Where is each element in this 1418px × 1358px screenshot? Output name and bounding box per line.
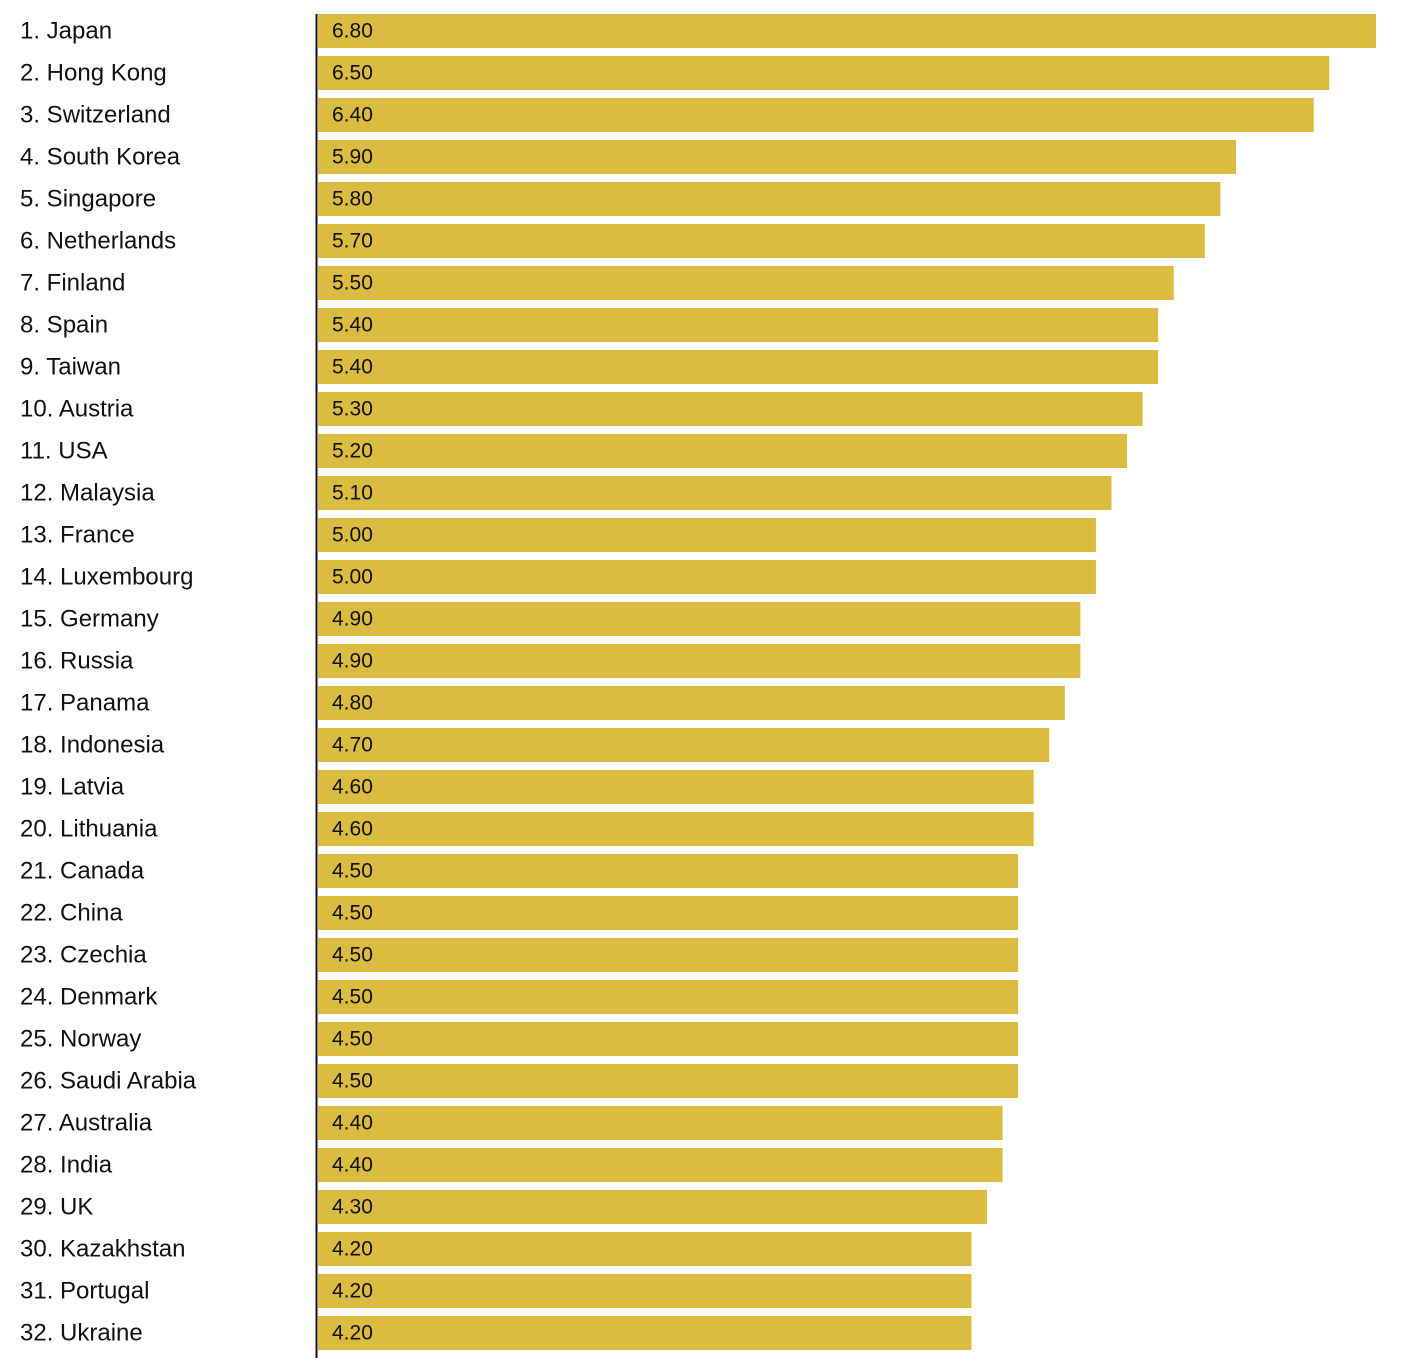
bar xyxy=(318,224,1205,258)
value-label: 5.00 xyxy=(332,524,373,547)
category-label: 27. Australia xyxy=(20,1109,153,1136)
category-label: 20. Lithuania xyxy=(20,815,158,842)
value-label: 4.20 xyxy=(332,1238,373,1261)
value-label: 4.60 xyxy=(332,818,373,841)
value-label: 4.90 xyxy=(332,608,373,631)
value-label: 5.10 xyxy=(332,482,373,505)
bar xyxy=(318,140,1236,174)
value-label: 5.00 xyxy=(332,566,373,589)
bar xyxy=(318,308,1159,342)
value-label: 5.20 xyxy=(332,440,373,463)
category-label: 3. Switzerland xyxy=(20,101,171,128)
bar xyxy=(318,644,1081,678)
bar xyxy=(318,56,1330,90)
value-label: 4.40 xyxy=(332,1112,373,1135)
category-label: 15. Germany xyxy=(20,605,159,632)
value-label: 5.40 xyxy=(332,356,373,379)
value-label: 4.50 xyxy=(332,860,373,883)
bar xyxy=(318,686,1065,720)
bar xyxy=(318,1316,972,1350)
bar xyxy=(318,392,1143,426)
value-label: 5.80 xyxy=(332,188,373,211)
category-label: 14. Luxembourg xyxy=(20,563,193,590)
value-label: 4.40 xyxy=(332,1154,373,1177)
bar xyxy=(318,476,1112,510)
value-label: 5.30 xyxy=(332,398,373,421)
bar xyxy=(318,812,1034,846)
value-label: 5.70 xyxy=(332,230,373,253)
value-label: 6.80 xyxy=(332,20,373,43)
bar xyxy=(318,1106,1003,1140)
category-label: 13. France xyxy=(20,521,135,548)
value-label: 4.80 xyxy=(332,692,373,715)
bar xyxy=(318,728,1050,762)
value-label: 6.40 xyxy=(332,104,373,127)
category-label: 16. Russia xyxy=(20,647,134,674)
category-label: 19. Latvia xyxy=(20,773,125,800)
value-label: 4.50 xyxy=(332,1028,373,1051)
category-label: 28. India xyxy=(20,1151,113,1178)
value-label: 5.40 xyxy=(332,314,373,337)
category-label: 4. South Korea xyxy=(20,143,181,170)
bar xyxy=(318,98,1314,132)
value-label: 4.60 xyxy=(332,776,373,799)
value-label: 4.90 xyxy=(332,650,373,673)
bar xyxy=(318,518,1096,552)
bar xyxy=(318,434,1128,468)
bar xyxy=(318,896,1019,930)
bar xyxy=(318,1190,988,1224)
bar xyxy=(318,266,1174,300)
bar xyxy=(318,1022,1019,1056)
category-label: 10. Austria xyxy=(20,395,134,422)
category-label: 32. Ukraine xyxy=(20,1319,143,1346)
value-label: 4.20 xyxy=(332,1280,373,1303)
category-label: 9. Taiwan xyxy=(20,353,121,380)
bar xyxy=(318,1274,972,1308)
bar xyxy=(318,854,1019,888)
category-label: 18. Indonesia xyxy=(20,731,165,758)
value-label: 4.50 xyxy=(332,902,373,925)
value-label: 4.30 xyxy=(332,1196,373,1219)
category-label: 22. China xyxy=(20,899,123,926)
category-label: 29. UK xyxy=(20,1193,93,1220)
value-label: 4.50 xyxy=(332,944,373,967)
bar xyxy=(318,1148,1003,1182)
category-label: 24. Denmark xyxy=(20,983,158,1010)
value-label: 5.50 xyxy=(332,272,373,295)
category-label: 21. Canada xyxy=(20,857,145,884)
category-label: 6. Netherlands xyxy=(20,227,176,254)
category-label: 12. Malaysia xyxy=(20,479,155,506)
category-label: 25. Norway xyxy=(20,1025,141,1052)
value-label: 4.70 xyxy=(332,734,373,757)
bar xyxy=(318,1232,972,1266)
value-label: 4.50 xyxy=(332,1070,373,1093)
value-label: 4.20 xyxy=(332,1322,373,1345)
value-label: 4.50 xyxy=(332,986,373,1009)
category-label: 8. Spain xyxy=(20,311,108,338)
category-label: 2. Hong Kong xyxy=(20,59,167,86)
bar xyxy=(318,14,1376,48)
category-label: 17. Panama xyxy=(20,689,150,716)
category-label: 1. Japan xyxy=(20,17,112,44)
category-label: 11. USA xyxy=(20,437,108,464)
category-label: 5. Singapore xyxy=(20,185,156,212)
bar xyxy=(318,770,1034,804)
value-label: 6.50 xyxy=(332,62,373,85)
category-label: 30. Kazakhstan xyxy=(20,1235,185,1262)
bar xyxy=(318,980,1019,1014)
category-label: 31. Portugal xyxy=(20,1277,149,1304)
bar xyxy=(318,1064,1019,1098)
bar xyxy=(318,938,1019,972)
bar xyxy=(318,602,1081,636)
category-label: 23. Czechia xyxy=(20,941,147,968)
bar xyxy=(318,560,1096,594)
category-label: 7. Finland xyxy=(20,269,125,296)
category-label: 26. Saudi Arabia xyxy=(20,1067,197,1094)
bar xyxy=(318,350,1159,384)
bar xyxy=(318,182,1221,216)
value-label: 5.90 xyxy=(332,146,373,169)
